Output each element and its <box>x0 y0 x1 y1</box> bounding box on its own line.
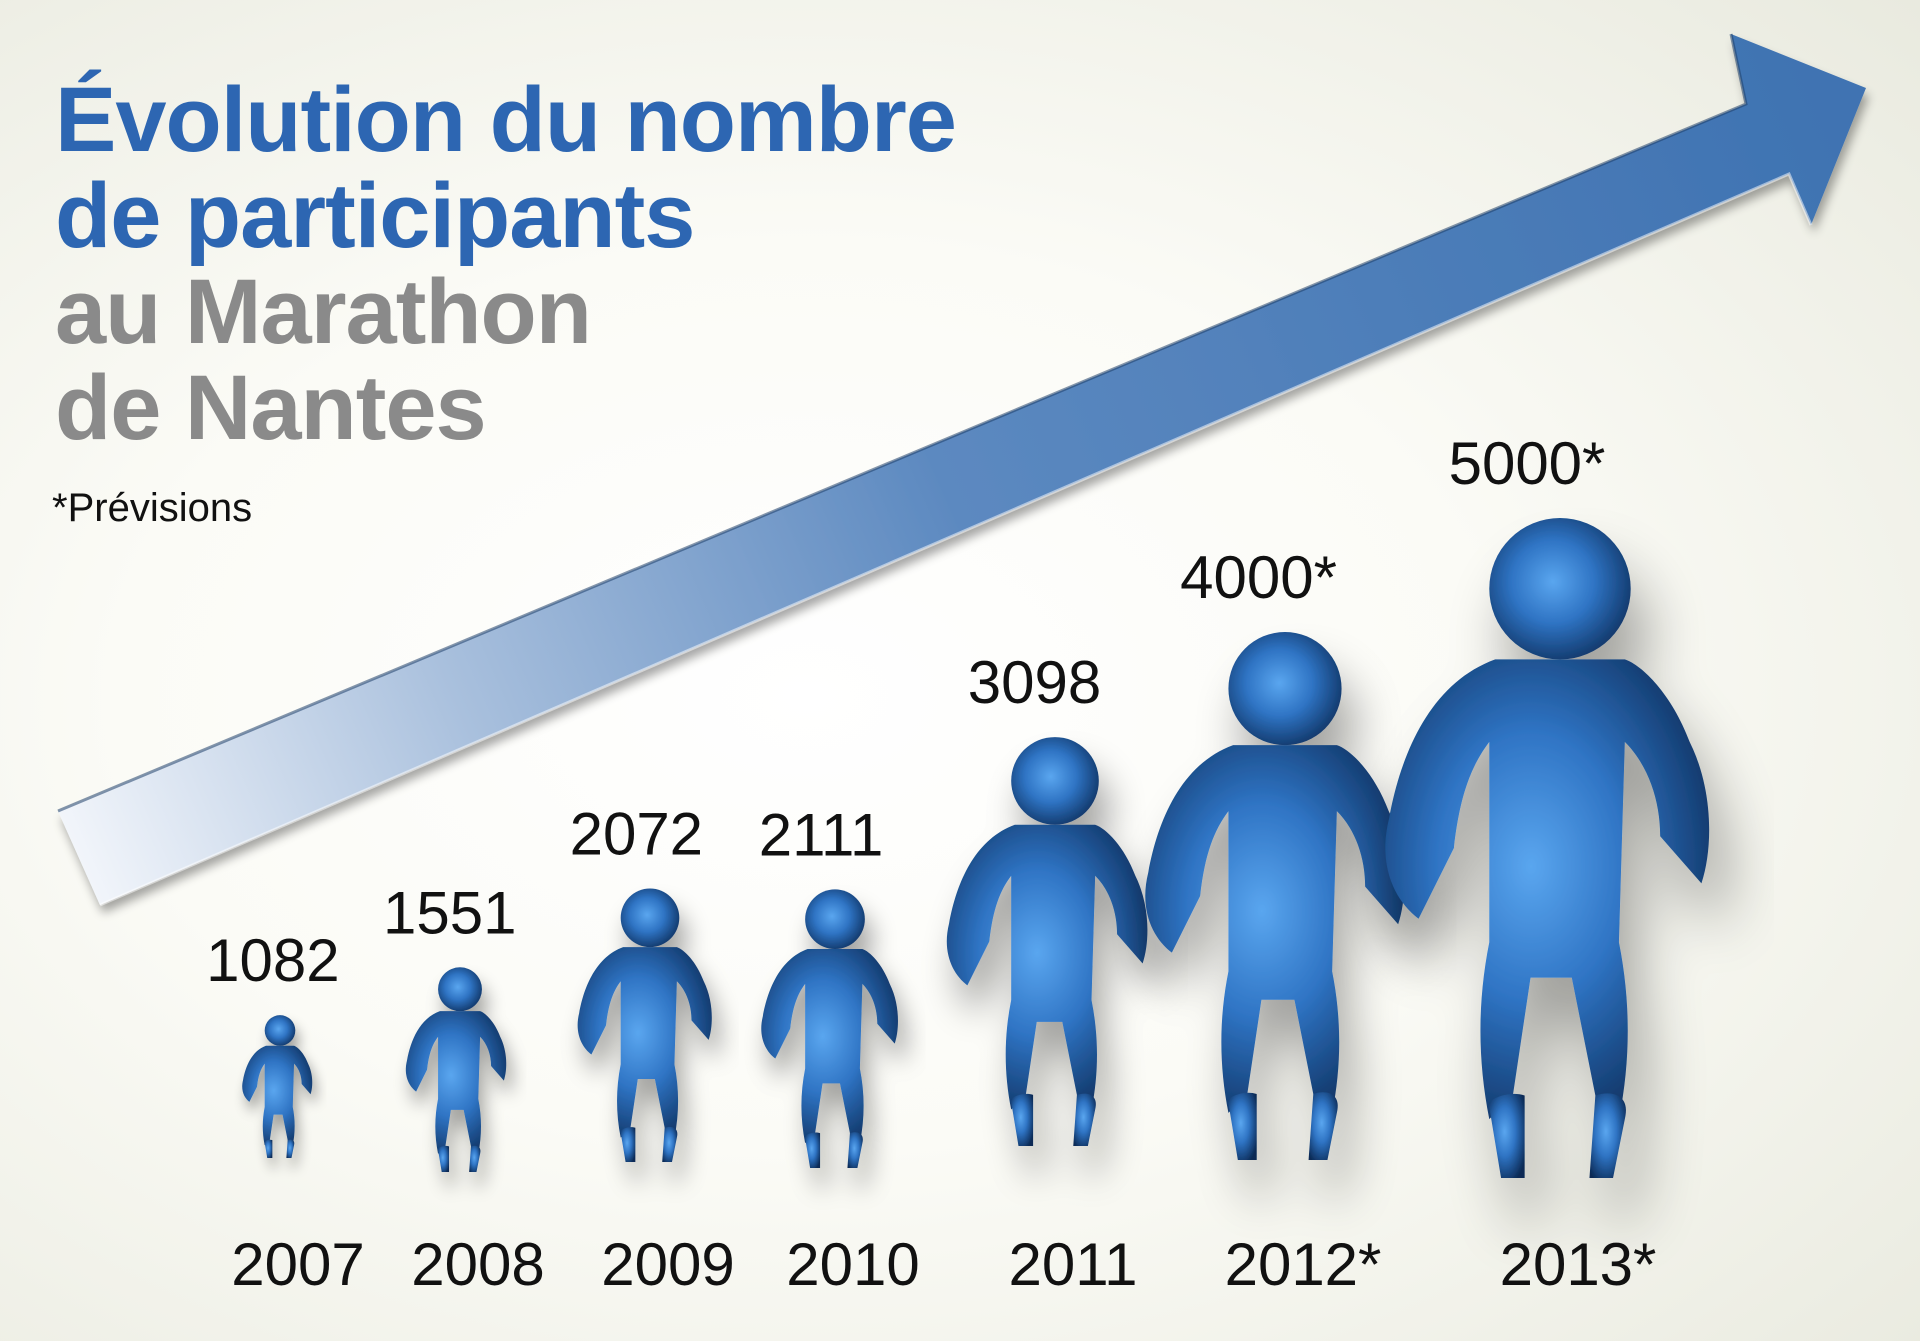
runner-mark <box>405 967 507 1172</box>
runner-mark <box>1145 632 1405 1160</box>
trend-arrow <box>57 33 1866 907</box>
year-label: 2008 <box>411 1231 544 1298</box>
year-label: 2011 <box>1008 1231 1137 1298</box>
value-labels-layer: 1082 1551 2072 2111 3098 4000* 5000* <box>206 430 1605 994</box>
value-label: 1551 <box>383 879 516 946</box>
year-label: 2012* <box>1225 1231 1382 1298</box>
runner-mark <box>242 1015 313 1158</box>
year-label: 2010 <box>786 1231 919 1298</box>
runner-mark <box>577 888 712 1162</box>
title-line-4: de Nantes <box>55 357 487 459</box>
value-label: 1082 <box>206 927 339 994</box>
title-line-2: de participants <box>55 165 695 267</box>
runners-layer <box>242 518 1710 1178</box>
title-line-1: Évolution du nombre <box>55 69 957 171</box>
value-label: 3098 <box>968 649 1101 716</box>
title-line-3: au Marathon <box>55 261 592 363</box>
runner-mark <box>1385 518 1710 1178</box>
year-label: 2013* <box>1500 1231 1657 1298</box>
runner-mark <box>946 737 1148 1146</box>
value-label: 2111 <box>759 801 884 868</box>
value-label: 2072 <box>570 800 703 867</box>
value-label: 5000* <box>1449 430 1606 497</box>
chart-title: Évolution du nombre de participants au M… <box>55 69 957 459</box>
year-label: 2007 <box>231 1231 364 1298</box>
year-labels-layer: 2007 2008 2009 2010 2011 2012* 2013* <box>231 1231 1656 1298</box>
runner-mark <box>761 889 898 1168</box>
value-label: 4000* <box>1180 544 1337 611</box>
year-label: 2009 <box>601 1231 734 1298</box>
forecast-footnote: *Prévisions <box>52 486 253 530</box>
